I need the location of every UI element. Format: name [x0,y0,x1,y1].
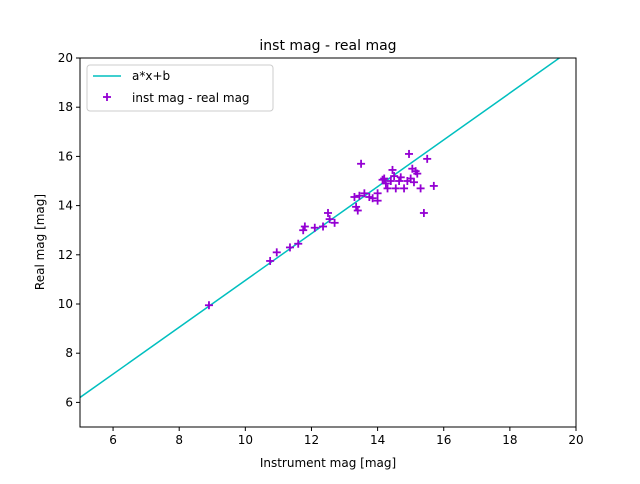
data-point [429,181,438,190]
data-point [310,223,319,232]
data-point [285,243,294,252]
data-point [396,173,405,182]
y-tick-label: 6 [65,395,73,409]
data-point [353,206,362,215]
data-point [386,177,395,185]
legend-marker-swatch [103,93,111,101]
data-point [416,184,425,193]
y-tick-label: 12 [58,248,73,262]
data-point [272,248,281,257]
data-point [325,215,334,224]
data-point [368,194,377,203]
data-point [405,149,414,158]
data-point [373,189,382,198]
y-tick-label: 8 [65,346,73,360]
data-point [391,184,400,193]
data-point [388,165,397,174]
data-point [390,172,399,181]
data-point [360,189,369,198]
data-point [352,202,361,211]
data-point [355,191,364,200]
data-point [350,192,359,201]
data-point [423,154,432,163]
x-tick-label: 6 [109,433,117,447]
x-tick-label: 16 [436,433,451,447]
y-tick-label: 14 [58,199,73,213]
data-point [395,177,404,185]
legend: a*x+b inst mag - real mag [86,64,274,112]
data-point [413,169,422,178]
data-point [383,184,392,193]
legend-label-scatter: inst mag - real mag [132,91,250,105]
x-tick-label: 14 [370,433,385,447]
x-tick-label: 20 [568,433,583,447]
data-point [330,218,339,227]
y-tick-label: 16 [58,149,73,163]
data-point [324,208,332,217]
data-point [419,208,428,217]
x-tick-label: 18 [502,433,517,447]
data-point [373,196,382,205]
plot-frame [79,57,577,428]
data-point [300,222,309,231]
y-axis-label: Real mag [mag] [33,194,47,290]
data-point [400,184,409,193]
y-tick-label: 20 [58,51,73,65]
data-point [266,256,275,265]
data-point [294,239,303,248]
data-point [380,174,389,183]
data-point [409,178,418,187]
data-point [381,179,390,188]
x-tick-label: 12 [304,433,319,447]
data-point [204,301,213,310]
x-tick-label: 10 [238,433,253,447]
data-point [299,226,308,235]
fit-line [80,58,561,399]
legend-plus-marker [103,93,111,101]
chart-title: inst mag - real mag [259,38,396,54]
data-point [357,159,366,168]
legend-label-fit: a*x+b [132,69,170,83]
y-tick-label: 10 [58,297,73,311]
y-tick-label: 18 [58,100,73,114]
x-axis-label: Instrument mag [mag] [260,456,396,470]
legend-box [86,64,274,112]
data-point [319,222,328,231]
x-tick-label: 8 [175,433,183,447]
